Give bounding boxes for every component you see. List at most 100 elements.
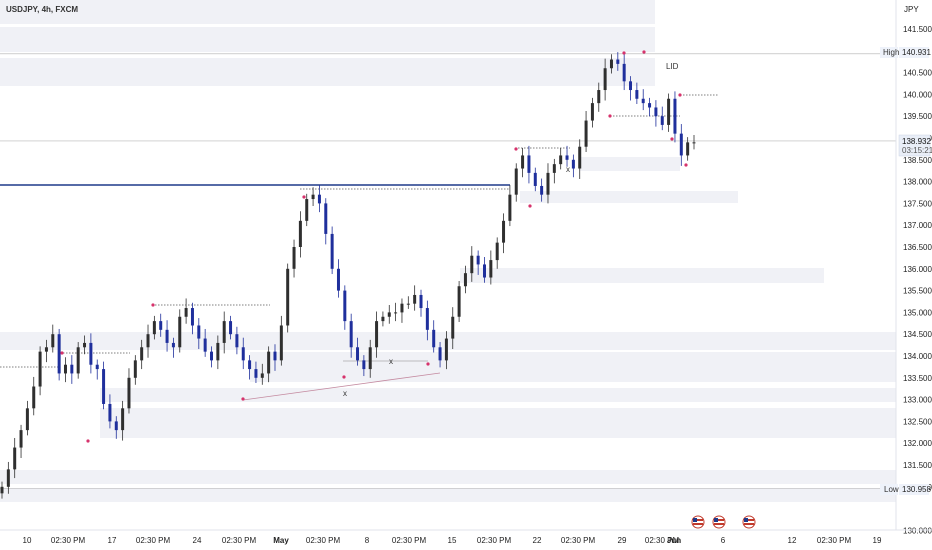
- candle-body: [114, 421, 118, 431]
- zone-band: [460, 268, 824, 283]
- annotation-x: x: [566, 165, 570, 174]
- candle-body: [133, 360, 137, 378]
- low-label: Low: [884, 485, 899, 494]
- time-tick-label: 02:30 PM: [136, 536, 171, 545]
- candle-body: [146, 334, 150, 348]
- symbol-title: USDJPY, 4h, FXCM: [6, 5, 78, 14]
- candle-body: [667, 98, 671, 125]
- price-tick-label: 136.500: [903, 243, 932, 252]
- time-tick-label: 02:30 PM: [645, 536, 680, 545]
- zone-band: [0, 332, 896, 350]
- candle-body: [590, 103, 594, 121]
- candle-body: [330, 233, 334, 269]
- candle-body: [165, 329, 169, 343]
- annotation-x: x: [343, 389, 347, 398]
- candle-body: [76, 347, 80, 374]
- zone-band: [520, 191, 738, 203]
- candle-body: [305, 199, 309, 221]
- candle-body: [692, 142, 696, 144]
- pivot-marker: [514, 147, 518, 151]
- candle-body: [648, 103, 652, 108]
- candle-body: [63, 364, 67, 374]
- last-price-tag: [898, 134, 931, 157]
- candle-body: [121, 408, 125, 431]
- time-tick-label: 02:30 PM: [306, 536, 341, 545]
- candle-body: [267, 351, 271, 374]
- candle-body: [457, 286, 461, 317]
- candle-body: [229, 321, 233, 335]
- candle-body: [368, 347, 372, 370]
- time-axis-panel[interactable]: [0, 530, 896, 550]
- supply-demand-zones: [0, 0, 896, 502]
- candle-body: [108, 403, 112, 422]
- candle-body: [533, 172, 537, 186]
- candle-body: [514, 168, 518, 195]
- candle-body: [406, 303, 410, 305]
- time-tick-label: 24: [193, 536, 202, 545]
- candle-body: [495, 242, 499, 261]
- pivot-marker: [302, 195, 306, 199]
- candle-body: [482, 264, 486, 278]
- zone-band: [250, 352, 896, 382]
- us-flag-icon[interactable]: [742, 515, 756, 529]
- candle-body: [95, 364, 99, 370]
- time-tick-label: 17: [108, 536, 117, 545]
- price-tick-label: 137.500: [903, 199, 932, 208]
- candle-body: [641, 98, 645, 104]
- zone-band: [0, 0, 655, 24]
- us-flag-icon[interactable]: [691, 515, 705, 529]
- us-flag-icon[interactable]: [712, 515, 726, 529]
- candle-body: [381, 316, 385, 322]
- time-tick-label: 8: [365, 536, 370, 545]
- candle-body: [425, 308, 429, 330]
- candle-body: [521, 155, 525, 169]
- price-tick-label: 138.500: [903, 156, 932, 165]
- price-tick-label: 139.500: [903, 112, 932, 121]
- candle-body: [419, 294, 423, 309]
- candle-body: [584, 120, 588, 147]
- price-axis-panel[interactable]: [896, 0, 932, 550]
- candle-body: [6, 469, 10, 487]
- time-tick-label: 22: [533, 536, 542, 545]
- candle-body: [413, 294, 417, 304]
- time-tick-label: 02:30 PM: [51, 536, 86, 545]
- candle-body: [432, 329, 436, 348]
- price-tick-label: 132.000: [903, 439, 932, 448]
- pivot-marker: [86, 439, 90, 443]
- candle-body: [13, 447, 17, 470]
- pivot-marker: [426, 362, 430, 366]
- candle-body: [152, 321, 156, 335]
- time-tick-label: 10: [23, 536, 32, 545]
- price-tick-label: 134.000: [903, 352, 932, 361]
- candle-body: [349, 321, 353, 348]
- price-tick-label: 141.500: [903, 25, 932, 34]
- pivot-marker: [684, 163, 688, 167]
- candle-body: [260, 373, 264, 378]
- candle-body: [438, 347, 442, 361]
- candle-body: [527, 155, 531, 173]
- candle-body: [292, 247, 296, 269]
- candle-body: [654, 107, 658, 117]
- candle-body: [0, 486, 4, 494]
- pivot-marker: [241, 397, 245, 401]
- price-tick-label: 137.000: [903, 221, 932, 230]
- price-tick-label: 135.500: [903, 287, 932, 296]
- candle-body: [235, 334, 239, 348]
- candle-body: [336, 268, 340, 291]
- candle-body: [273, 351, 277, 361]
- time-tick-label: 02:30 PM: [392, 536, 427, 545]
- candle-body: [19, 430, 23, 448]
- low-label-box: [880, 484, 898, 495]
- price-tick-label: 133.500: [903, 374, 932, 383]
- candle-body: [70, 364, 74, 374]
- candle-body: [140, 347, 144, 361]
- candle-body: [248, 360, 252, 370]
- bar-countdown: 03:15:21: [902, 146, 932, 155]
- time-tick-label: 02:30 PM: [561, 536, 596, 545]
- candle-body: [343, 290, 347, 322]
- pivot-marker: [670, 137, 674, 141]
- time-tick-label: 12: [788, 536, 797, 545]
- candle-body: [38, 351, 42, 387]
